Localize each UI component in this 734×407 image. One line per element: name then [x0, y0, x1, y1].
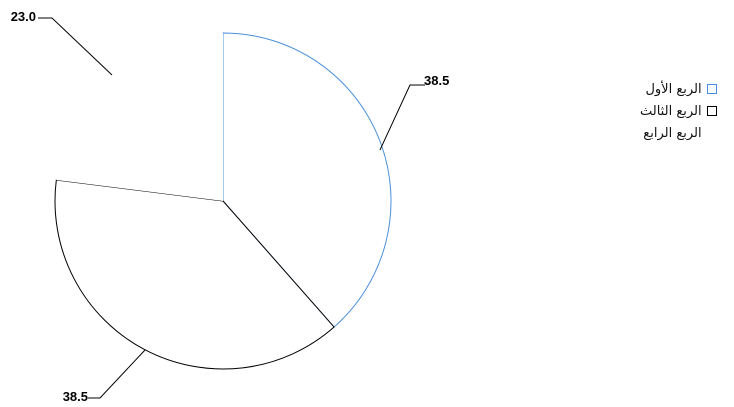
- pie-slice-q4: [56, 33, 223, 201]
- legend-swatch-q4: [706, 128, 717, 138]
- legend-swatch-q1: [706, 84, 717, 94]
- legend-label-q4: الربع الرابع: [643, 125, 702, 141]
- chart-legend: الربع الأول الربع الثالث الربع الرابع: [640, 78, 717, 144]
- data-label-q1: 38.5: [424, 73, 449, 88]
- legend-item-q1: الربع الأول: [640, 78, 717, 100]
- legend-swatch-q3: [706, 106, 717, 116]
- legend-item-q4: الربع الرابع: [640, 122, 717, 144]
- leader-line-q3: [88, 349, 146, 399]
- data-label-q3: 38.5: [63, 389, 88, 404]
- legend-item-q3: الربع الثالث: [640, 100, 717, 122]
- pie-slice-q3: [54, 179, 335, 370]
- leader-line-q4: [38, 17, 113, 76]
- pie-slice-q1: [222, 32, 392, 328]
- legend-label-q1: الربع الأول: [645, 81, 702, 97]
- data-label-q4: 23.0: [11, 9, 36, 24]
- legend-label-q3: الربع الثالث: [640, 103, 702, 119]
- leader-line-q1: [379, 84, 425, 151]
